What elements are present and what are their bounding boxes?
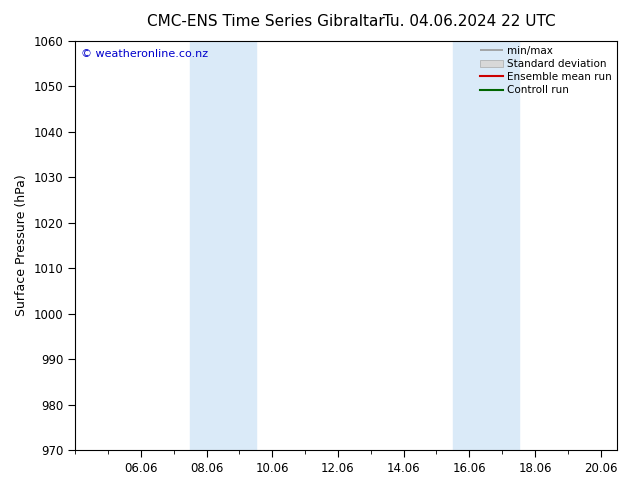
Legend: min/max, Standard deviation, Ensemble mean run, Controll run: min/max, Standard deviation, Ensemble me… — [477, 43, 615, 98]
Text: © weatheronline.co.nz: © weatheronline.co.nz — [81, 49, 208, 59]
Text: Tu. 04.06.2024 22 UTC: Tu. 04.06.2024 22 UTC — [383, 14, 555, 29]
Text: CMC-ENS Time Series Gibraltar: CMC-ENS Time Series Gibraltar — [147, 14, 385, 29]
Bar — [190, 41, 256, 450]
Y-axis label: Surface Pressure (hPa): Surface Pressure (hPa) — [15, 174, 28, 316]
Bar — [453, 41, 519, 450]
